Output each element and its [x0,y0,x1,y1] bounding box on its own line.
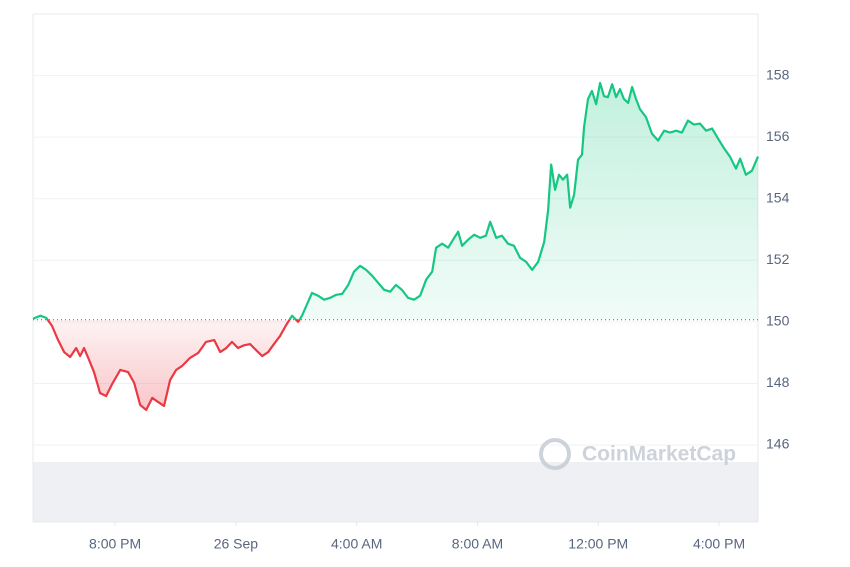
x-tick-label: 8:00 AM [452,536,503,552]
x-tick-label: 8:00 PM [89,536,141,552]
x-tick-label: 4:00 PM [693,536,745,552]
volume-band [33,462,758,522]
x-tick-label: 26 Sep [214,536,259,552]
y-tick-label: 152 [766,251,790,267]
price-line [32,81,760,412]
y-tick-label: 148 [766,374,790,390]
x-tick-label: 4:00 AM [331,536,382,552]
x-tick-label: 12:00 PM [568,536,628,552]
y-tick-label: 154 [766,189,790,205]
y-tick-label: 146 [766,436,790,452]
watermark: CoinMarketCap [539,438,736,470]
y-tick-label: 150 [766,313,790,329]
y-tick-label: 156 [766,128,790,144]
area [33,82,758,410]
watermark-text: CoinMarketCap [582,443,736,466]
watermark-logo [539,438,571,470]
y-tick-label: 158 [766,66,790,82]
